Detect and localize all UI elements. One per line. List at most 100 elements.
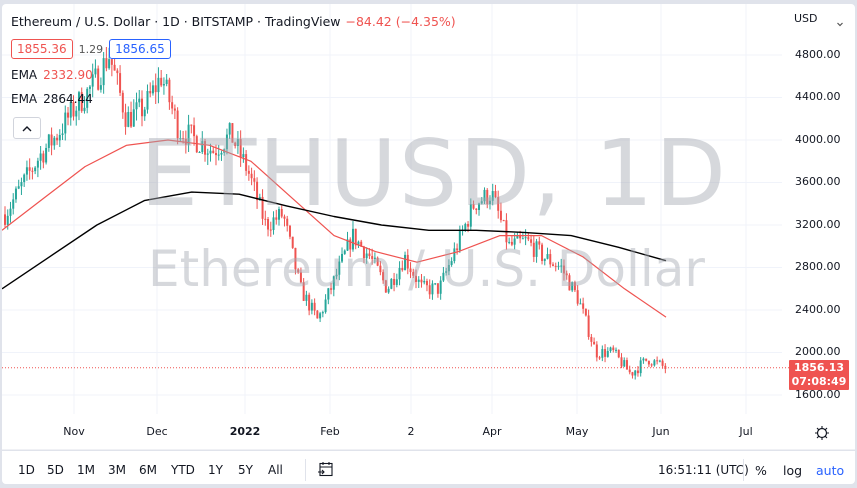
candle-body: [135, 102, 138, 110]
auto-scale-toggle[interactable]: auto: [816, 463, 845, 478]
range-button-1m[interactable]: 1M: [77, 463, 95, 477]
candle-body: [64, 112, 67, 134]
candle-body: [182, 138, 185, 140]
candle-body: [132, 109, 135, 127]
price-tick-label: 3200.00: [795, 218, 841, 231]
candle-body: [217, 154, 220, 156]
candle-body: [527, 237, 530, 240]
candle-body: [631, 372, 634, 376]
range-button-3m[interactable]: 3M: [108, 463, 126, 477]
range-button-5d[interactable]: 5D: [47, 463, 64, 477]
candle-body: [360, 241, 363, 247]
candle-body: [354, 228, 357, 246]
ema-slow-label: EMA: [11, 92, 38, 106]
range-button-1y[interactable]: 1Y: [208, 463, 223, 477]
candle-body: [516, 234, 519, 239]
candle-body: [299, 272, 302, 283]
collapse-legend-button[interactable]: [13, 117, 41, 139]
candle-body: [387, 288, 390, 293]
candle-body: [349, 239, 352, 250]
chart-settings-icon[interactable]: [814, 425, 830, 445]
symbol-legend[interactable]: Ethereum / U.S. Dollar · 1D · BITSTAMP ·…: [11, 14, 456, 29]
candle-body: [604, 349, 607, 357]
buy-price-button[interactable]: 1856.65: [109, 39, 171, 59]
ema-slow-legend[interactable]: EMA 2864.44: [11, 92, 93, 106]
candle-body: [341, 253, 344, 262]
candle-body: [88, 86, 91, 89]
go-to-date-icon[interactable]: [317, 461, 335, 477]
candle-body: [20, 182, 23, 187]
candle-body: [554, 265, 557, 267]
candle-body: [99, 85, 102, 90]
candle-body: [565, 273, 568, 276]
candle-body: [617, 349, 620, 358]
candle-body: [488, 200, 491, 205]
candle-body: [124, 112, 127, 127]
candle-body: [193, 125, 196, 137]
candle-body: [439, 280, 442, 294]
candle-body: [571, 282, 574, 291]
candle-body: [519, 234, 522, 239]
candle-body: [480, 201, 483, 204]
candle-body: [615, 349, 618, 351]
candle-body: [538, 241, 541, 245]
range-button-6m[interactable]: 6M: [139, 463, 157, 477]
candle-body: [335, 274, 338, 277]
candle-body: [436, 283, 439, 294]
candle-body: [83, 107, 86, 112]
sell-price-button[interactable]: 1855.36: [11, 39, 73, 59]
candle-body: [236, 139, 239, 146]
candle-body: [119, 73, 122, 93]
currency-selector[interactable]: USD: [794, 12, 818, 25]
candle-body: [576, 290, 579, 304]
symbol-title: Ethereum / U.S. Dollar · 1D · BITSTAMP ·…: [11, 14, 341, 29]
divider: [743, 459, 744, 481]
candle-body: [278, 209, 280, 220]
candle-body: [445, 271, 448, 273]
log-scale-toggle[interactable]: log: [783, 463, 803, 478]
candle-body: [398, 268, 401, 280]
candle-body: [110, 59, 113, 65]
candle-body: [642, 358, 645, 361]
candle-body: [94, 68, 97, 75]
candle-body: [272, 217, 275, 231]
candle-body: [593, 341, 596, 345]
price-tick-label: 3600.00: [795, 175, 841, 188]
candle-body: [291, 236, 294, 248]
range-button-1d[interactable]: 1D: [18, 463, 35, 477]
candle-body: [365, 253, 368, 259]
chevron-down-icon[interactable]: [836, 12, 844, 31]
candle-body: [305, 294, 308, 301]
candle-body: [214, 153, 217, 156]
candle-body: [601, 349, 604, 358]
range-button-ytd[interactable]: YTD: [171, 463, 195, 477]
candle-body: [338, 261, 341, 275]
candle-body: [264, 218, 267, 220]
bottom-toolbar: 1D 5D 1M 3M 6M YTD 1Y 5Y All 16:51:11 (UTC) % lo…: [2, 450, 855, 484]
time-tick-label: Jul: [739, 425, 753, 438]
candle-body: [288, 225, 291, 237]
candle-body: [573, 282, 576, 291]
candle-body: [283, 216, 286, 219]
chart-canvas[interactable]: [2, 4, 855, 450]
candle-body: [75, 110, 78, 117]
candle-body: [138, 98, 141, 103]
candle-body: [469, 204, 472, 227]
candle-body: [535, 241, 538, 257]
percent-scale-toggle[interactable]: %: [755, 463, 767, 478]
candle-body: [253, 178, 256, 182]
candle-body: [595, 344, 598, 358]
candle-body: [50, 134, 53, 146]
candle-body: [491, 191, 494, 201]
candle-body: [294, 247, 297, 270]
range-button-5y[interactable]: 5Y: [238, 463, 253, 477]
ema-fast-legend[interactable]: EMA 2332.90: [11, 68, 93, 82]
price-tick-label: 2800.00: [795, 260, 841, 273]
bar-countdown: 07:08:49: [791, 375, 847, 388]
range-button-all[interactable]: All: [268, 463, 283, 477]
utc-clock[interactable]: 16:51:11 (UTC): [658, 463, 749, 477]
candle-body: [201, 141, 204, 153]
candle-body: [302, 282, 305, 301]
candle-body: [25, 167, 28, 175]
candle-body: [510, 241, 513, 245]
